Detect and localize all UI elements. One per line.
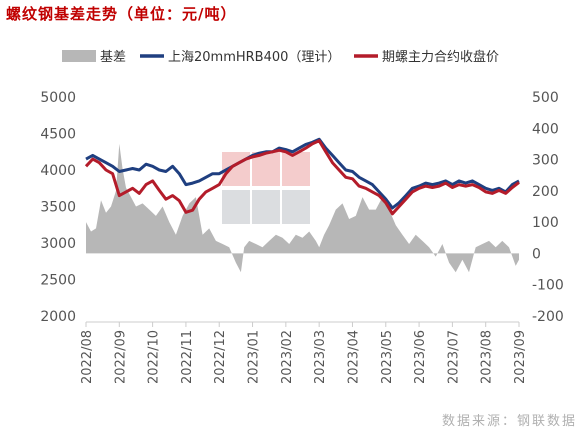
right-axis-tick-label: 100 [532, 215, 559, 231]
basis-area-layer [86, 143, 519, 273]
right-axis: -200 -100 0 100 200 300 400 500 [532, 90, 564, 325]
shanghai-hrb400-line [85, 137, 520, 210]
x-axis: 2022/08 2022/09 2022/10 2022/11 2022/12 2023/… [80, 321, 528, 384]
right-axis-tick-label: 400 [532, 121, 559, 137]
left-axis-tick-label: 4000 [40, 163, 76, 179]
left-axis-tick-label: 3500 [40, 200, 76, 216]
price-lines-layer [84, 137, 520, 216]
x-axis-tick-label: 2022/10 [147, 330, 162, 384]
x-axis-tick-label: 2022/08 [80, 330, 95, 384]
x-axis-tick-label: 2023/06 [413, 330, 428, 384]
x-axis-tick-label: 2023/02 [280, 330, 295, 384]
left-axis-tick-label: 5000 [40, 90, 76, 106]
legend-label: 期螺主力合约收盘价 [382, 49, 499, 65]
x-axis-tick-label: 2022/09 [113, 330, 128, 384]
x-axis-tick-label: 2023/01 [247, 330, 262, 384]
data-source-note: 数据来源：钢联数据 [441, 414, 577, 429]
x-axis-tick-label: 2022/11 [180, 330, 195, 384]
left-axis-tick-label: 2500 [40, 273, 76, 289]
left-axis-tick-label: 2000 [40, 309, 76, 325]
right-axis-tick-label: 300 [532, 153, 559, 169]
x-axis-tick-label: 2023/09 [513, 330, 528, 384]
chart-title: 螺纹钢基差走势（单位：元/吨） [6, 5, 237, 23]
right-axis-tick-label: -100 [532, 278, 564, 294]
x-axis-tick-label: 2023/08 [480, 330, 495, 384]
legend-label: 基差 [100, 50, 126, 65]
x-axis-tick-label: 2022/12 [213, 330, 228, 384]
right-axis-tick-label: -200 [532, 309, 564, 325]
legend-label: 上海20mmHRB400（理计） [168, 50, 340, 65]
legend-swatch-basis [62, 50, 96, 62]
watermark [222, 152, 310, 224]
right-axis-tick-label: 200 [532, 184, 559, 200]
right-axis-tick-label: 0 [532, 246, 541, 262]
right-axis-tick-label: 500 [532, 90, 559, 106]
left-axis-tick-label: 4500 [40, 127, 76, 143]
x-axis-tick-label: 2023/04 [347, 330, 362, 384]
x-axis-tick-label: 2023/03 [313, 330, 328, 384]
futures-close-line [84, 139, 520, 216]
x-axis-tick-label: 2023/07 [446, 330, 461, 384]
left-axis-tick-label: 3000 [40, 236, 76, 252]
left-axis: 2000 2500 3000 3500 4000 4500 5000 [40, 90, 76, 325]
x-axis-tick-label: 2023/05 [380, 330, 395, 384]
legend: 基差 上海20mmHRB400（理计） 期螺主力合约收盘价 [62, 49, 499, 65]
basis-area [86, 143, 519, 273]
